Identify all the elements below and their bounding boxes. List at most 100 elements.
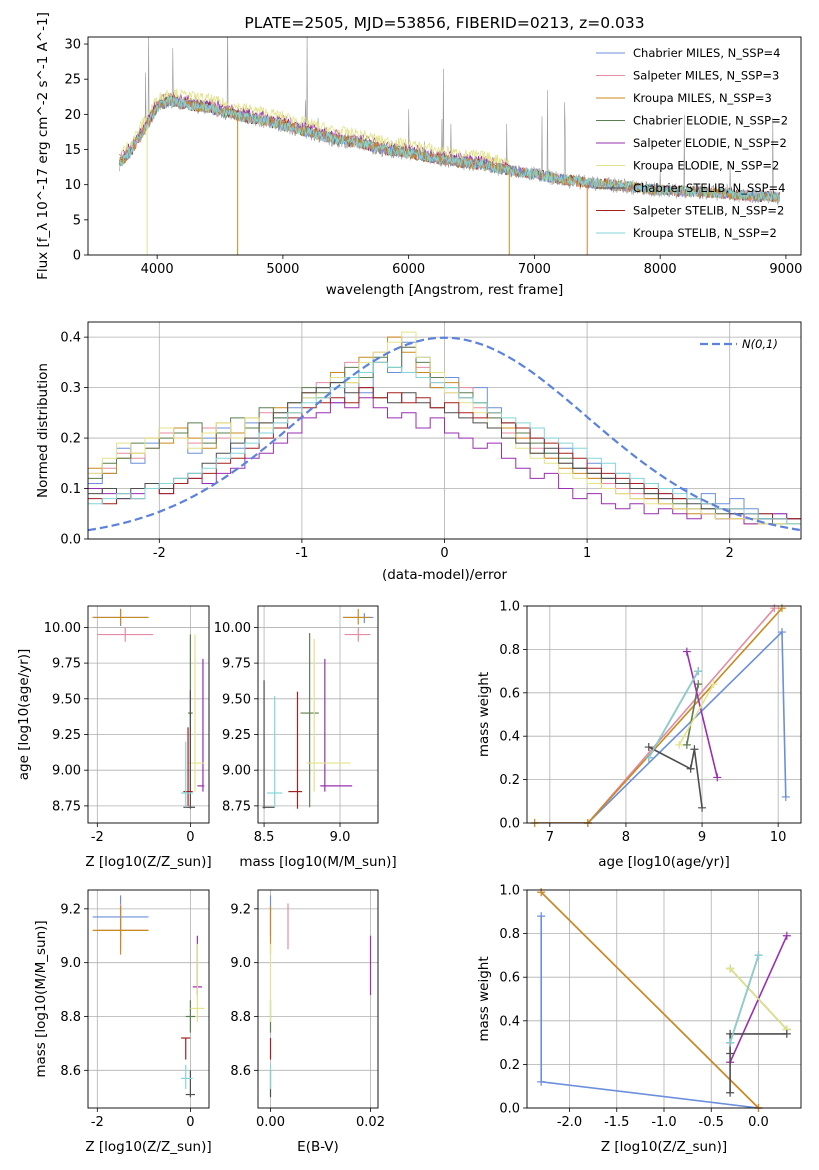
x-tick-label: -1.5 <box>604 1115 629 1130</box>
x-tick-label: 0.00 <box>256 1115 285 1130</box>
y-tick-label: 1.0 <box>499 884 520 899</box>
weight-marker <box>644 753 653 762</box>
x-tick-label: 8 <box>622 830 630 845</box>
x-axis-label: Z [log10(Z/Z_sun)] <box>85 854 211 870</box>
y-tick-label: 9.25 <box>222 728 251 743</box>
model-spectrum-5 <box>119 88 510 167</box>
weight-marker <box>782 1029 791 1038</box>
y-tick-label: 5 <box>73 213 81 228</box>
histogram-series-4 <box>88 397 801 525</box>
y-tick-label: 9.0 <box>60 956 81 971</box>
x-axis-label: (data-model)/error <box>382 567 508 583</box>
y-tick-label: 10.00 <box>214 621 251 636</box>
legend-entry: Chabrier STELIB, N_SSP=4 <box>633 181 785 195</box>
weight-line-6 <box>648 746 703 808</box>
y-tick-label: 9.75 <box>52 657 81 672</box>
weight-marker <box>537 888 546 897</box>
x-tick-label: 8000 <box>644 262 677 277</box>
weight-line-1 <box>534 607 776 823</box>
weight-marker <box>644 743 653 752</box>
y-tick-label: 8.75 <box>222 799 251 814</box>
weight-marker <box>777 604 786 613</box>
y-tick-label: 0.2 <box>60 432 81 447</box>
y-axis-label: Normed distribution <box>35 363 51 498</box>
weight-marker <box>713 773 722 782</box>
weight-marker <box>690 745 699 754</box>
weight-line-3 <box>686 683 699 746</box>
y-tick-label: 0.1 <box>60 482 81 497</box>
x-tick-label: -2.0 <box>557 1115 582 1130</box>
weight-line-5 <box>678 683 715 746</box>
y-axis-label: age [log10(age/yr)] <box>16 649 32 781</box>
axes-frame <box>257 605 379 824</box>
x-tick-label: 4000 <box>141 262 174 277</box>
axes-frame <box>526 605 802 824</box>
y-tick-label: 10.00 <box>44 621 81 636</box>
y-tick-label: 9.50 <box>52 692 81 707</box>
weight-marker <box>781 792 790 801</box>
x-tick-label: 1 <box>583 546 591 561</box>
weight-line-0 <box>587 630 787 823</box>
legend-entry: Salpeter ELODIE, N_SSP=2 <box>633 136 787 150</box>
y-tick-label: 0.4 <box>60 331 81 346</box>
y-tick-label: 20 <box>64 108 81 123</box>
y-tick-label: 9.00 <box>52 764 81 779</box>
x-tick-label: 7000 <box>518 262 551 277</box>
x-axis-label: wavelength [Angstrom, rest frame] <box>326 282 564 298</box>
x-tick-label: 9 <box>698 830 706 845</box>
y-tick-label: 9.2 <box>230 902 251 917</box>
histogram-series-5 <box>88 331 801 525</box>
y-tick-label: 0.4 <box>499 1014 520 1029</box>
y-tick-label: 0.6 <box>499 686 520 701</box>
y-axis-label: mass weight <box>476 672 492 757</box>
y-tick-label: 0.2 <box>499 1058 520 1073</box>
axes-frame <box>526 889 802 1109</box>
x-tick-label: -2 <box>91 830 104 845</box>
weight-marker <box>709 680 718 689</box>
y-tick-label: 9.25 <box>52 728 81 743</box>
y-tick-label: 0 <box>73 249 81 264</box>
weight-marker <box>777 628 786 637</box>
weight-line-4 <box>686 651 719 778</box>
gaussian-curve <box>87 336 802 532</box>
x-tick-label: 0.0 <box>748 1115 769 1130</box>
y-axis-label: mass [log10(M/M_sun)] <box>33 920 49 1077</box>
y-tick-label: 8.8 <box>60 1010 81 1025</box>
x-axis-label: mass [log10(M/M_sun)] <box>239 854 396 870</box>
y-tick-label: 0.0 <box>499 1102 520 1117</box>
x-tick-label: 5000 <box>266 262 299 277</box>
legend-entry: N(0,1) <box>742 337 778 351</box>
y-tick-label: 9.0 <box>230 956 251 971</box>
x-tick-label: 8.5 <box>254 830 275 845</box>
y-tick-label: 25 <box>64 73 81 88</box>
y-tick-label: 15 <box>64 143 81 158</box>
y-tick-label: 8.8 <box>230 1010 251 1025</box>
y-tick-label: 8.75 <box>52 799 81 814</box>
y-tick-label: 0.8 <box>499 927 520 942</box>
y-tick-label: 30 <box>64 38 81 53</box>
axes-frame <box>87 889 210 1109</box>
x-tick-label: -2 <box>153 546 166 561</box>
weight-marker <box>682 740 691 749</box>
weight-line-2 <box>534 607 783 823</box>
y-tick-label: 0.3 <box>60 381 81 396</box>
x-axis-label: E(B-V) <box>297 1139 339 1155</box>
weight-line-0 <box>540 916 759 1108</box>
legend-entry: Chabrier ELODIE, N_SSP=2 <box>633 114 788 128</box>
weight-line-8 <box>729 955 760 1043</box>
x-tick-label: 9000 <box>769 262 802 277</box>
x-tick-label: 0 <box>440 546 448 561</box>
x-axis-label: Z [log10(Z/Z_sun)] <box>601 1139 727 1155</box>
axes-frame <box>87 321 802 540</box>
histogram-series-7 <box>88 387 801 520</box>
weight-marker <box>682 647 691 656</box>
x-tick-label: 9.0 <box>330 830 351 845</box>
x-tick-label: -2 <box>91 1115 104 1130</box>
y-tick-label: 0.4 <box>499 730 520 745</box>
x-axis-label: Z [log10(Z/Z_sun)] <box>85 1139 211 1155</box>
weight-marker <box>686 764 695 773</box>
x-tick-label: 7 <box>546 830 554 845</box>
y-tick-label: 0.0 <box>499 817 520 832</box>
weight-marker <box>726 1049 735 1058</box>
